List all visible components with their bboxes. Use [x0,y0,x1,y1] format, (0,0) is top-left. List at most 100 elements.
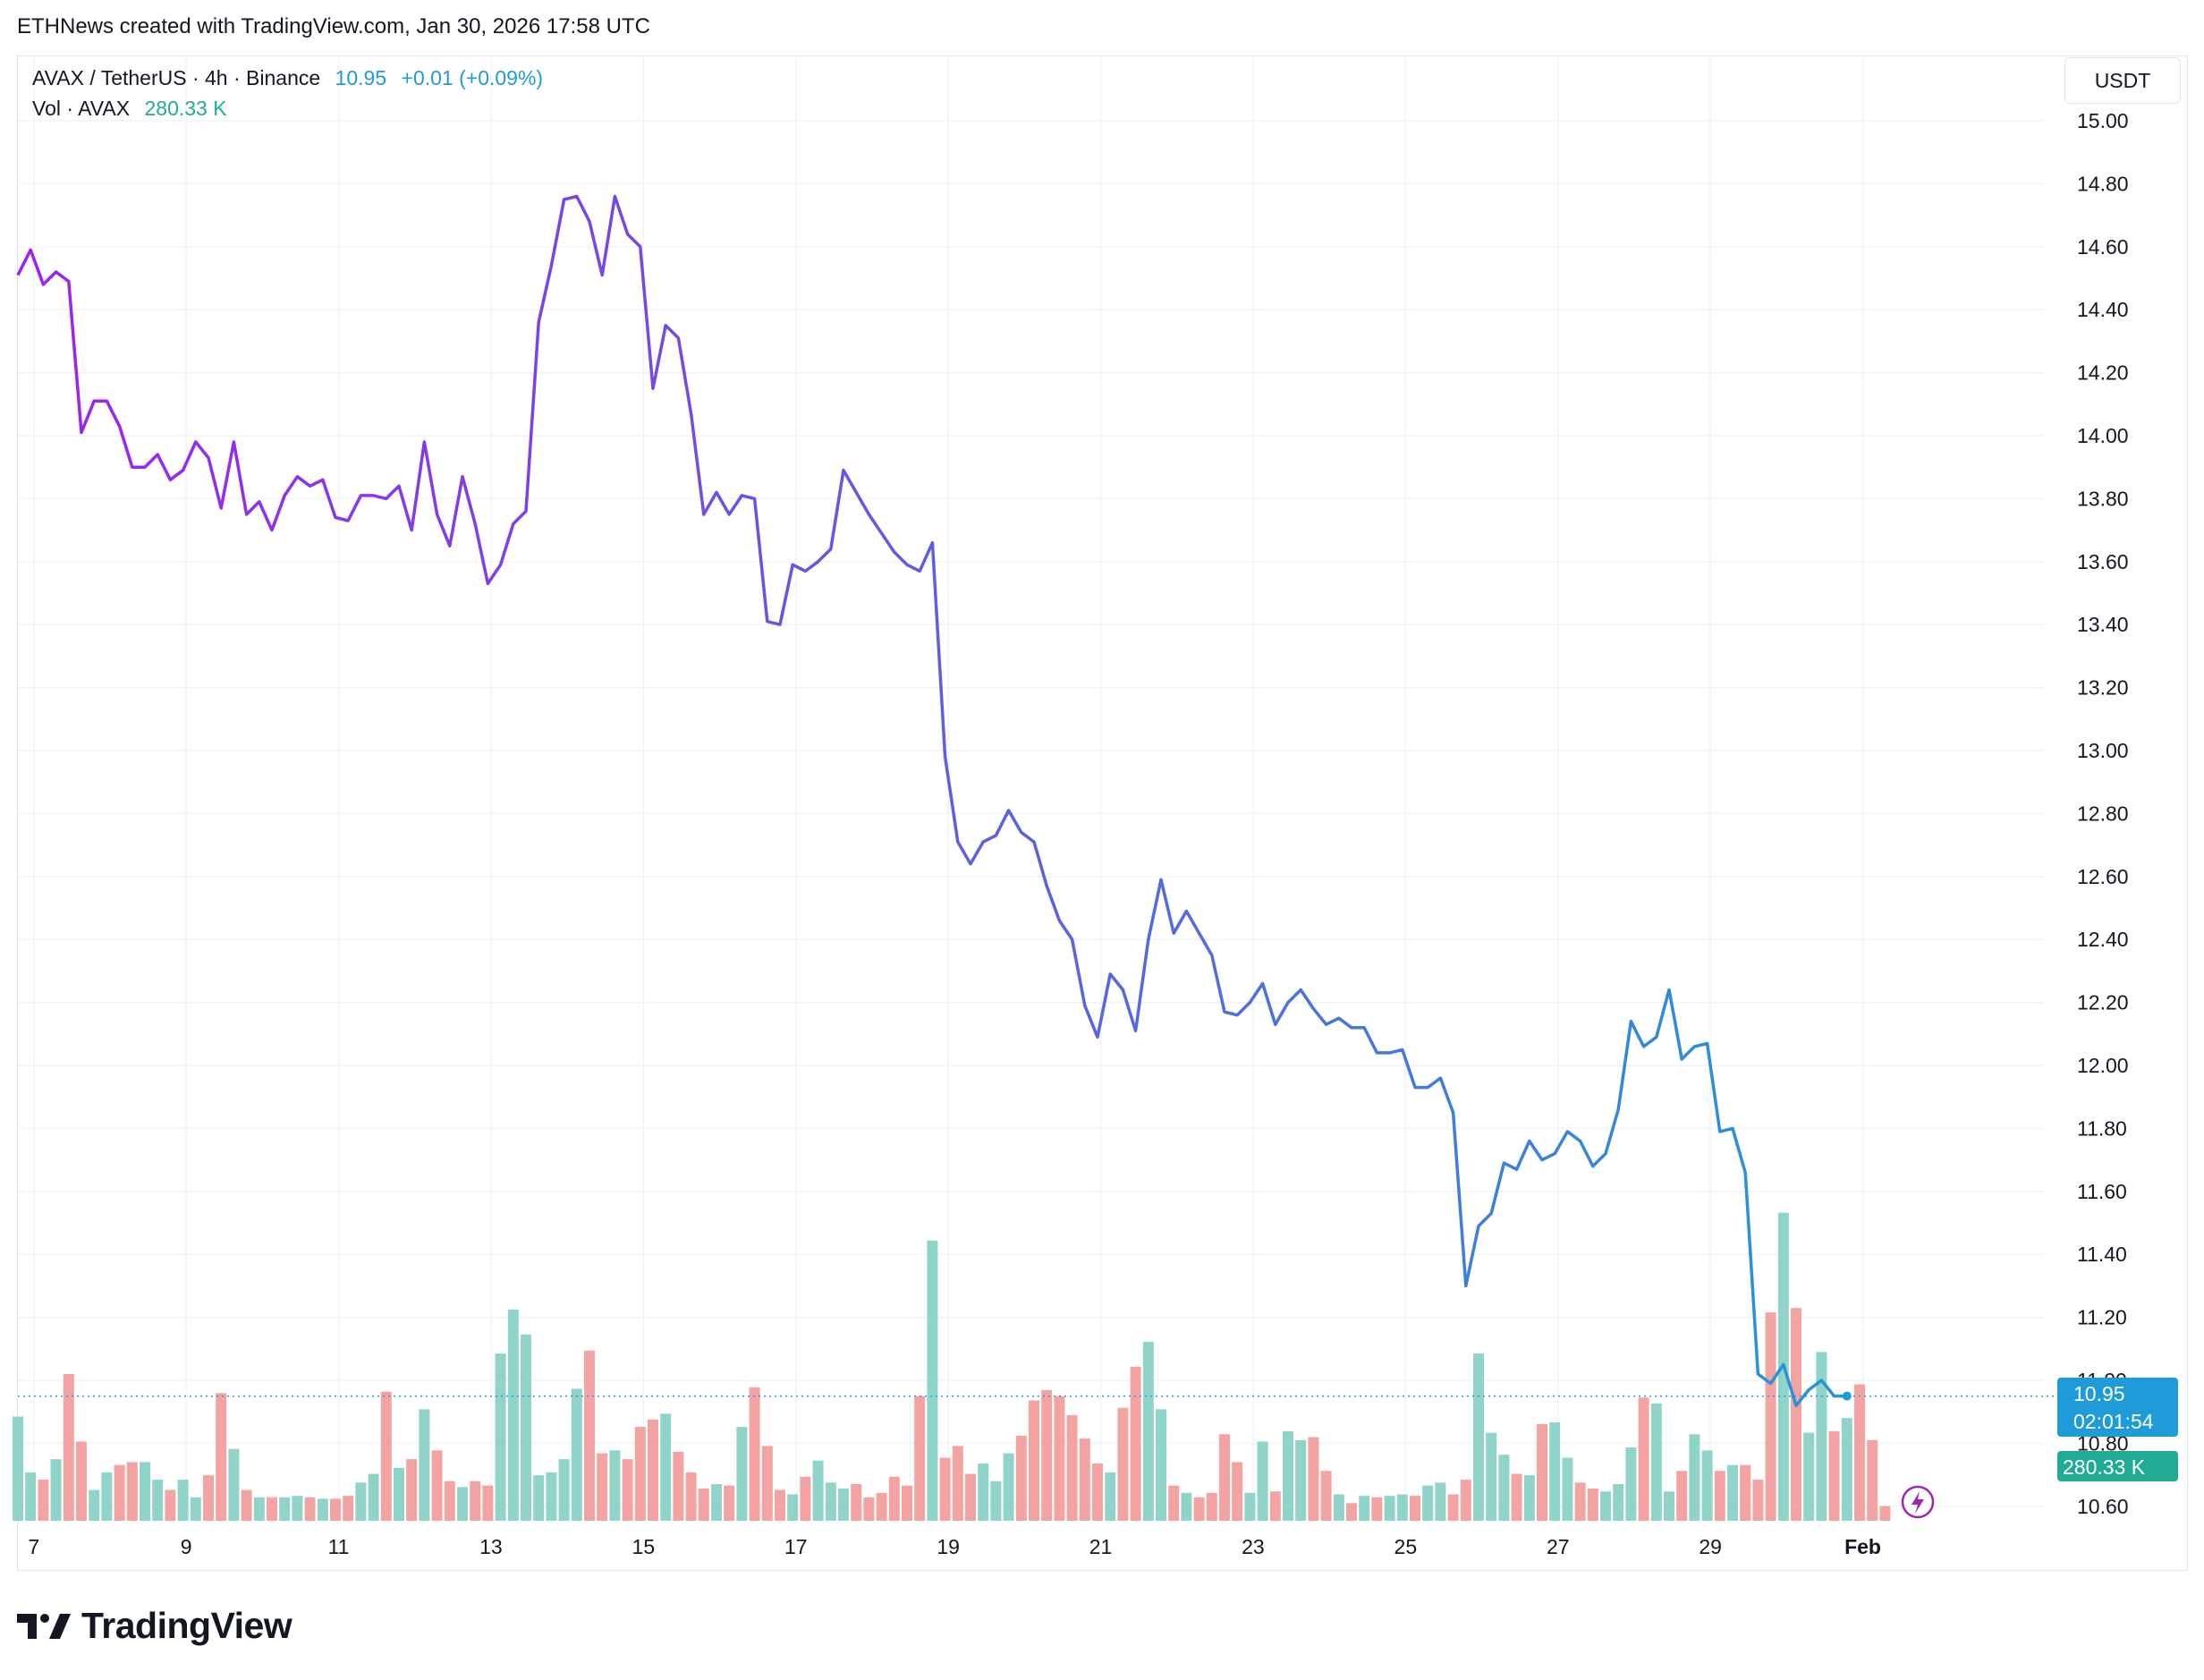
volume-bar [787,1494,799,1521]
y-tick-label: 12.20 [2077,991,2129,1014]
y-tick-label: 12.60 [2077,865,2129,888]
volume-legend: Vol · AVAX 280.33 K [32,97,236,121]
volume-bar [863,1497,875,1521]
volume-bar [1320,1471,1332,1521]
volume-bar [140,1462,150,1521]
x-tick-label: 23 [1242,1535,1265,1558]
x-tick-label: 17 [784,1535,808,1558]
y-tick-label: 11.40 [2077,1243,2127,1266]
volume-bar [63,1374,74,1521]
lightning-icon-glyph [1912,1491,1924,1514]
y-tick-label: 13.60 [2077,550,2129,573]
volume-bar [1232,1462,1243,1521]
symbol-name[interactable]: AVAX / TetherUS · 4h · Binance [32,66,321,89]
volume-bar [622,1459,633,1521]
volume-bar [571,1388,582,1521]
volume-bar [267,1497,277,1521]
volume-bar [1740,1464,1751,1521]
volume-bar [13,1416,23,1521]
volume-bar [380,1391,392,1521]
x-tick-label: 21 [1089,1535,1113,1558]
volume-bar [355,1482,367,1521]
volume-legend-label[interactable]: Vol · AVAX [32,97,131,120]
volume-bar [165,1489,176,1521]
y-tick-label: 14.00 [2077,424,2129,447]
volume-bar [775,1489,785,1521]
volume-bar [634,1427,646,1521]
volume-bar [888,1476,900,1521]
volume-bar [1054,1396,1065,1521]
volume-bar [89,1489,100,1521]
volume-bar [1701,1450,1713,1521]
volume-bar [825,1482,836,1521]
volume-tag-value: 280.33 K [2063,1455,2146,1479]
y-tick-label: 12.80 [2077,802,2129,825]
brand-name: TradingView [81,1605,292,1646]
volume-bar [838,1488,849,1521]
volume-bar [470,1481,481,1521]
volume-bar [1511,1473,1522,1521]
volume-bar [419,1409,430,1521]
volume-bar [25,1472,37,1521]
volume-bar [1689,1434,1700,1521]
volume-bar [1447,1494,1459,1521]
tradingview-logo[interactable]: TradingView [17,1605,292,1647]
volume-bar [1359,1496,1370,1521]
last-price: 10.95 [335,66,387,89]
volume-tag [2057,1451,2178,1481]
volume-bar [584,1350,595,1521]
y-tick-label: 14.20 [2077,361,2129,385]
volume-bar [1193,1497,1205,1521]
volume-bar [978,1464,989,1521]
volume-bar [495,1353,506,1521]
volume-bar [711,1484,722,1521]
volume-bar [1523,1475,1535,1521]
volume-bar [914,1396,926,1521]
volume-bar [507,1309,519,1521]
volume-bar [1765,1312,1776,1521]
volume-bar [902,1485,912,1521]
volume-bar [1549,1422,1561,1521]
volume-bar [1714,1471,1725,1521]
y-tick-label: 10.60 [2077,1495,2129,1518]
volume-bar [749,1387,760,1521]
volume-bar [1142,1341,1154,1521]
volume-bar [1181,1492,1192,1521]
volume-bar [1879,1506,1891,1521]
volume-bar [304,1497,316,1521]
volume-bar [851,1484,862,1521]
volume-bar [533,1475,545,1521]
volume-bar [101,1472,113,1521]
volume-bar [1803,1432,1815,1521]
y-tick-label: 14.80 [2077,172,2129,195]
y-tick-label: 11.80 [2077,1116,2127,1140]
volume-bar [1029,1400,1039,1521]
volume-bar [1041,1390,1053,1521]
chart-frame [17,55,2188,1571]
volume-bar [1791,1308,1801,1521]
volume-bar [597,1453,608,1521]
volume-bar [1828,1430,1840,1521]
volume-bar [38,1480,49,1521]
volume-bar [673,1451,684,1521]
volume-bar [190,1497,201,1521]
volume-bar [330,1498,341,1521]
volume-bar [292,1496,303,1521]
volume-bar [1486,1432,1497,1521]
volume-bar [228,1448,240,1521]
volume-bar [1625,1447,1637,1521]
price-line [16,194,1847,1407]
currency-button[interactable]: USDT [2064,57,2181,104]
price-line-layer [16,194,2056,1407]
volume-bar [1422,1485,1434,1521]
volume-bar [482,1485,494,1521]
volume-bar [1079,1438,1090,1521]
volume-bar [203,1475,214,1521]
volume-bar [1460,1480,1471,1521]
volume-bar [927,1240,938,1521]
x-tick-label: Feb [1844,1535,1881,1558]
x-tick-label: 13 [479,1535,503,1558]
volume-bar [965,1473,976,1521]
volume-bar [1308,1437,1319,1521]
